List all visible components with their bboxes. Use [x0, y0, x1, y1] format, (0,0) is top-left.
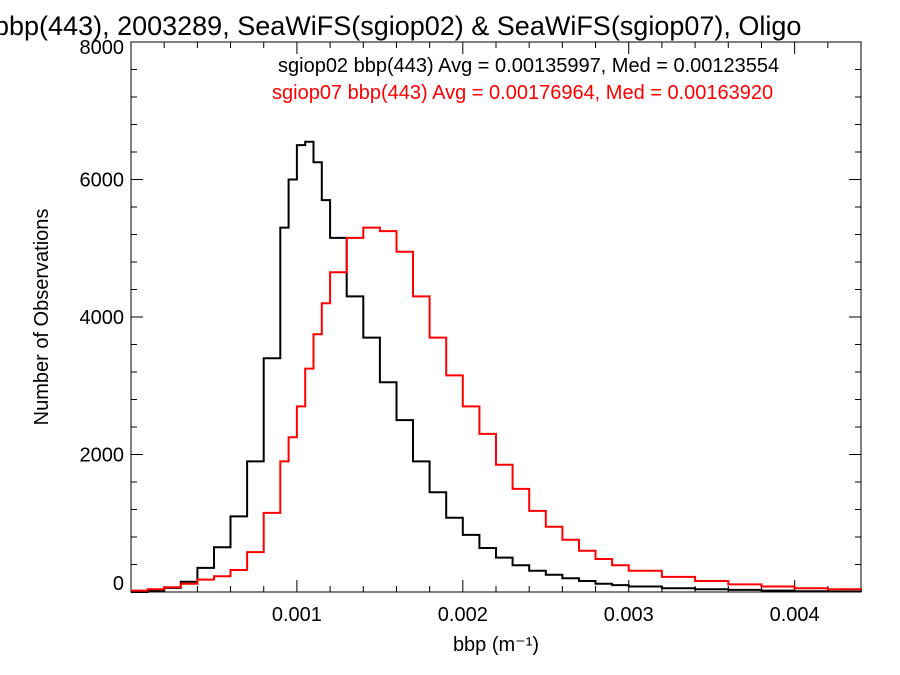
y-tick-label: 0 — [113, 573, 124, 595]
plot-area — [130, 41, 862, 593]
y-tick-label: 2000 — [80, 445, 125, 467]
y-tick-label: 4000 — [80, 307, 125, 329]
x-tick-label: 0.002 — [438, 604, 488, 626]
x-tick-label: 0.003 — [604, 604, 654, 626]
series-line-sgiop07 — [131, 226, 862, 592]
legend-entry-sgiop02: sgiop02 bbp(443) Avg = 0.00135997, Med =… — [278, 55, 779, 77]
chart-title: bbp(443), 2003289, SeaWiFS(sgiop02) & Se… — [0, 11, 801, 41]
x-tick-label: 0.004 — [770, 604, 820, 626]
x-tick-label: 0.001 — [272, 604, 322, 626]
y-tick-label: 8000 — [80, 37, 125, 59]
legend-entry-sgiop07: sgiop07 bbp(443) Avg = 0.00176964, Med =… — [272, 82, 773, 104]
axis-ticks: 0.001 0.002 0.003 0.004 0 2000 4000 6000 8000 — [80, 37, 861, 626]
x-axis-label: bbp (m⁻¹) — [453, 634, 539, 656]
y-axis-label: Number of Observations — [31, 209, 53, 426]
series-line-sgiop02 — [131, 140, 862, 593]
series-lines — [131, 140, 862, 593]
y-tick-label: 6000 — [80, 170, 125, 192]
